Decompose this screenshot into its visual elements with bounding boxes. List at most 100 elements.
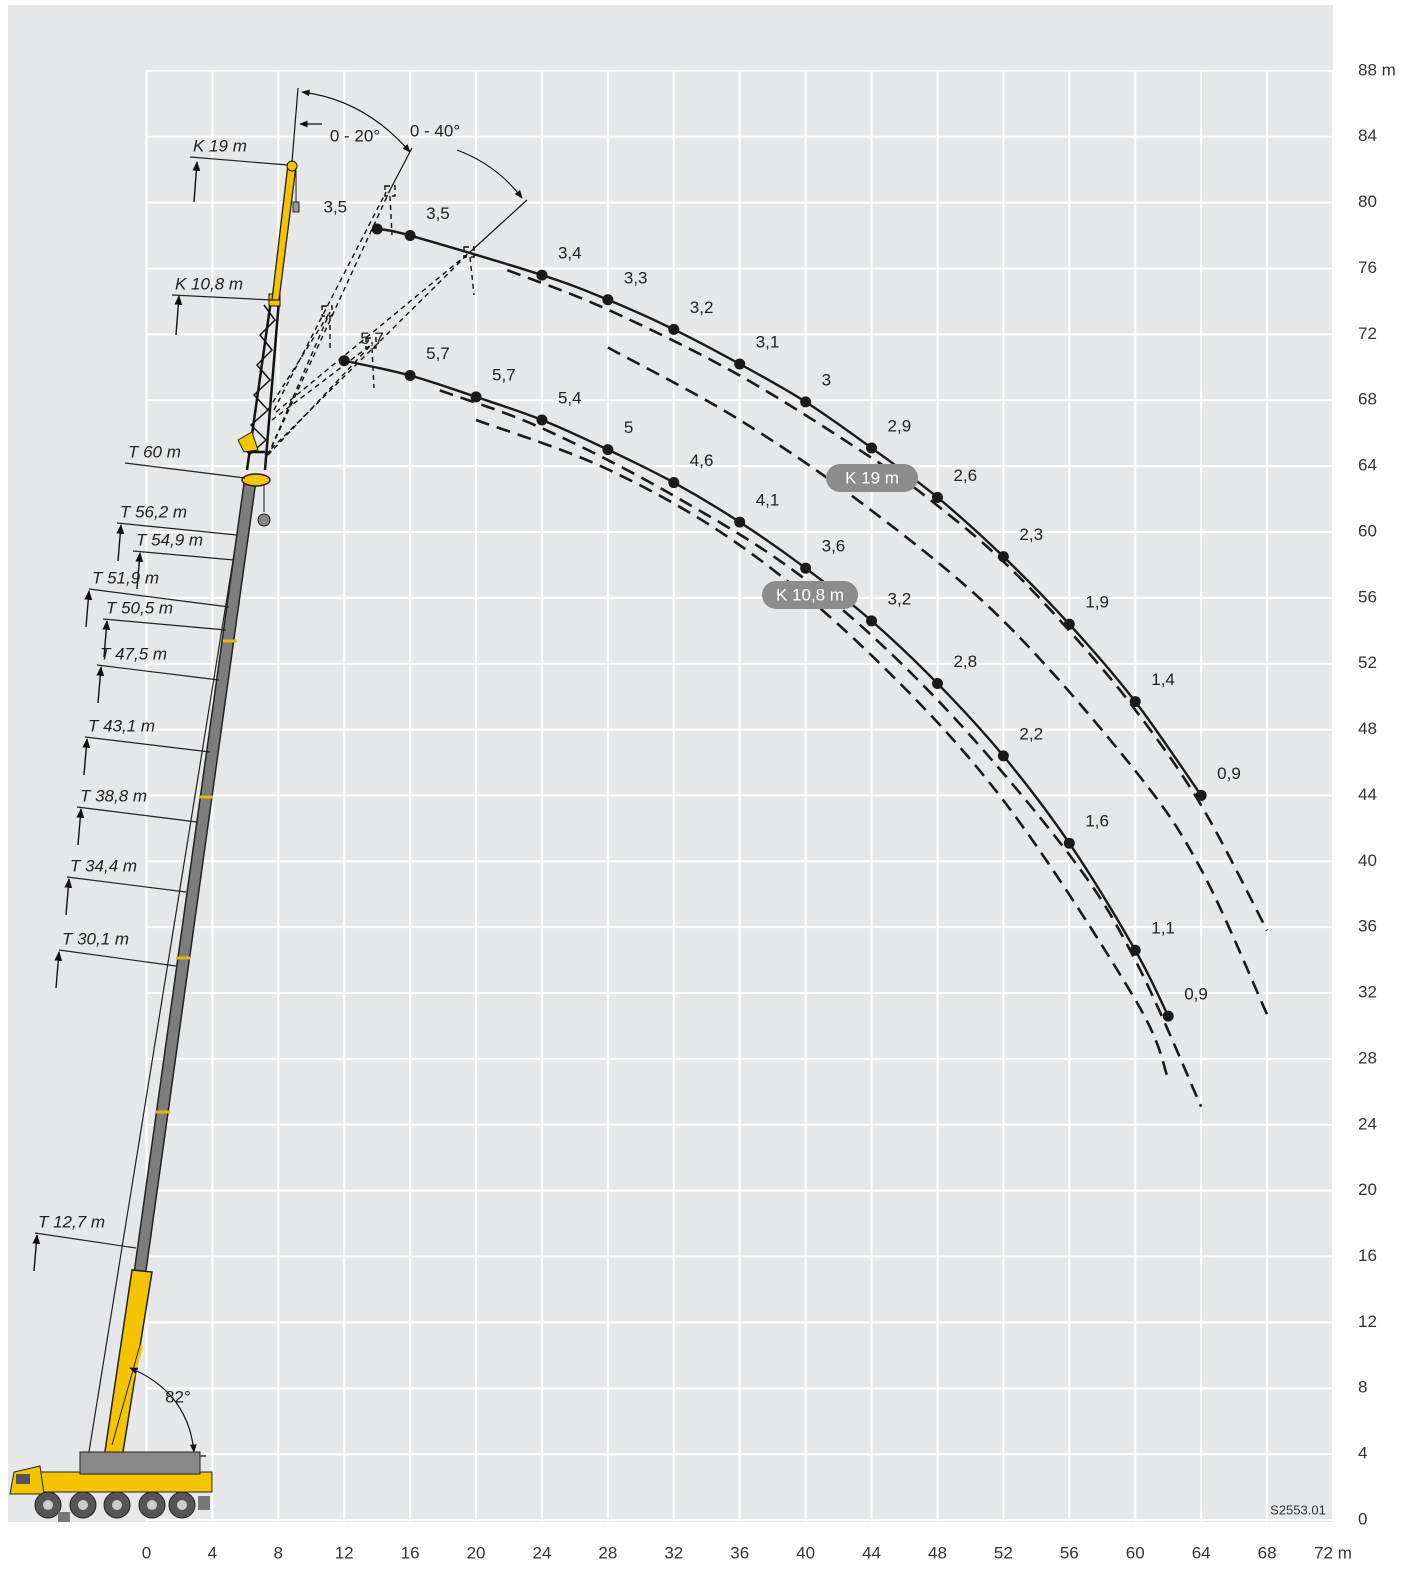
x-tick-label: 12	[335, 1543, 354, 1562]
boom-length-label: T 56,2 m	[120, 502, 187, 521]
capacity-label: 0,9	[1184, 985, 1208, 1004]
y-tick-label: 56	[1358, 587, 1377, 606]
labels: 3,5 3,5 3,4 3,3 3,2 3,1 3 2,9 2,6 2,3 1,9 1,4 0,9 5,7…	[32, 121, 1241, 1406]
truck	[9, 1451, 213, 1522]
x-tick-label: 20	[467, 1543, 486, 1562]
x-tick-label: 36	[730, 1543, 749, 1562]
y-tick-label: 32	[1358, 983, 1377, 1002]
capacity-label: 3,2	[888, 589, 912, 608]
leader-line	[102, 618, 227, 631]
jib-length-label: K 10,8 m	[175, 274, 243, 293]
y-tick-label: 0	[1358, 1509, 1367, 1528]
load-point	[734, 516, 746, 528]
load-point	[668, 323, 680, 335]
load-point	[866, 615, 878, 627]
angle-arc	[129, 1367, 197, 1453]
angle-ref	[389, 147, 413, 191]
y-tick-label: 64	[1358, 456, 1377, 475]
length-arrow	[32, 1234, 41, 1272]
load-point	[668, 477, 680, 489]
x-tick-label: 40	[796, 1543, 815, 1562]
capacity-label: 1,9	[1085, 593, 1109, 612]
x-tick-label: 28	[598, 1543, 617, 1562]
curves	[338, 223, 1269, 1108]
leader-line	[34, 1232, 137, 1249]
load-point	[931, 491, 943, 503]
y-tick-label: 4	[1358, 1444, 1367, 1463]
leader-line	[124, 462, 246, 479]
capacity-label: 4,6	[690, 451, 714, 470]
boom-length-label: T 38,8 m	[80, 786, 147, 805]
length-arrow	[54, 951, 63, 989]
luffed-jibs	[264, 185, 475, 456]
angle-arc	[456, 149, 523, 199]
x-tick-label: 32	[664, 1543, 683, 1562]
capacity-label: 2,2	[1019, 724, 1043, 743]
capacity-label: 2,9	[888, 416, 912, 435]
vertical-ref	[291, 87, 299, 163]
capacity-label: 3,6	[822, 537, 846, 556]
load-point	[602, 444, 614, 456]
load-point	[1195, 789, 1207, 801]
boom-length-label: T 54,9 m	[136, 530, 203, 549]
angle-label: 0 - 40°	[410, 121, 460, 140]
load-point	[866, 442, 878, 454]
capacity-label: 3,3	[624, 268, 648, 287]
length-arrow	[116, 524, 125, 562]
x-tick-label: 44	[862, 1543, 881, 1562]
y-tick-label: 76	[1358, 258, 1377, 277]
y-tick-label: 24	[1358, 1114, 1377, 1133]
boom-length-label: T 51,9 m	[92, 568, 159, 587]
leader-line	[189, 156, 289, 166]
leader-line	[116, 522, 238, 536]
load-point	[997, 750, 1009, 762]
jib-tag-label: K 10,8 m	[776, 585, 844, 604]
load-point	[371, 223, 383, 235]
y-tick-label: 28	[1358, 1048, 1377, 1067]
y-tick-label: 88 m	[1358, 60, 1396, 79]
load-point	[1162, 1010, 1174, 1022]
capacity-label: 1,4	[1151, 670, 1175, 689]
capacity-label: 3,4	[558, 244, 582, 263]
x-tick-label: 68	[1258, 1543, 1277, 1562]
capacity-label: 3,1	[756, 332, 780, 351]
angle-label: 82°	[165, 1387, 191, 1406]
guy-line	[87, 479, 247, 1459]
dashed-curve	[439, 389, 1203, 1108]
y-tick-label: 12	[1358, 1312, 1377, 1331]
jib-length-label: K 19 m	[193, 136, 247, 155]
length-arrow	[76, 808, 85, 846]
capacity-label: 5,7	[492, 365, 516, 384]
capacity-label: 5,7	[426, 344, 450, 363]
capacity-label: 4,1	[756, 491, 780, 510]
capacity-label: 5	[624, 418, 633, 437]
jib-sheave	[286, 160, 298, 172]
capacity-label: 3,5	[426, 204, 450, 223]
boom-length-label: T 30,1 m	[62, 929, 129, 948]
leader-line	[171, 294, 273, 301]
hook	[257, 513, 271, 527]
capacity-label: 1,1	[1151, 919, 1175, 938]
boom-joints	[156, 639, 237, 1114]
boom-length-label: T 60 m	[128, 442, 181, 461]
boom-length-label: T 47,5 m	[100, 644, 167, 663]
boom-length-label: T 43,1 m	[88, 716, 155, 735]
leader-line	[58, 949, 177, 967]
angle-label: 0 - 20°	[330, 126, 380, 145]
dashed-curve	[506, 268, 1269, 932]
figure-id: S2553.01	[1270, 1502, 1326, 1517]
angle-ref	[469, 199, 528, 253]
length-arrow	[82, 738, 91, 776]
jib-tag	[826, 464, 918, 492]
load-point	[338, 355, 350, 367]
load-point	[470, 391, 482, 403]
capacity-label: 1,6	[1085, 812, 1109, 831]
leader-line	[88, 588, 230, 608]
x-tick-label: 52	[994, 1543, 1013, 1562]
capacity-label: 2,8	[953, 652, 977, 671]
boom	[135, 481, 255, 1273]
length-arrow	[64, 878, 73, 916]
length-arrow	[96, 666, 105, 704]
jib-tag	[762, 581, 858, 609]
capacity-label: 5,7	[360, 329, 384, 348]
